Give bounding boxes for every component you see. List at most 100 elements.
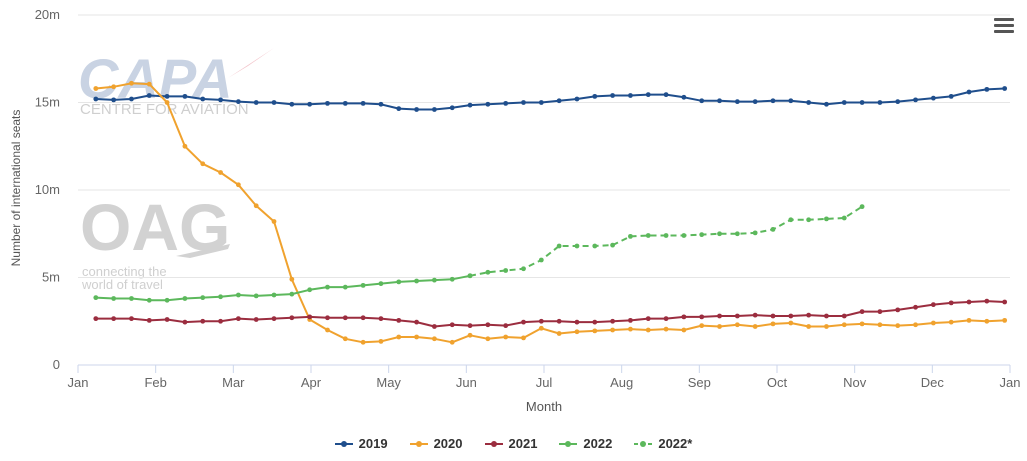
data-point-2021[interactable] [218,318,223,324]
data-point-2019[interactable] [913,97,918,103]
data-point-2020[interactable] [414,334,419,340]
data-point-2021[interactable] [93,316,99,322]
data-point-2021[interactable] [111,316,117,322]
data-point-2022[interactable] [218,294,223,300]
data-point-2020[interactable] [984,318,990,324]
data-point-2019[interactable] [271,100,277,105]
data-point-2022[interactable] [182,296,188,301]
data-point-2021[interactable] [182,319,188,325]
data-point-2020[interactable] [111,84,117,90]
data-point-2020[interactable] [432,336,437,342]
data-point-2019[interactable] [396,106,402,112]
data-point-2020[interactable] [610,327,616,333]
data-point-2019[interactable] [806,100,812,105]
data-point-2019[interactable] [824,101,829,107]
data-point-2021[interactable] [289,315,295,321]
data-point-2022[interactable] [360,282,366,288]
data-point-2019[interactable] [378,101,384,107]
data-point-2020[interactable] [164,100,170,105]
data-point-2019[interactable] [360,100,366,106]
data-point-2019[interactable] [485,101,491,107]
data-point-2021[interactable] [841,313,847,319]
data-point-2022[interactable] [289,291,295,297]
data-point-2020[interactable] [396,334,402,340]
data-point-2022-projected[interactable] [574,243,580,249]
data-point-2020[interactable] [645,327,651,333]
data-point-2022-projected[interactable] [788,217,794,223]
data-point-2020[interactable] [895,323,901,329]
data-point-2019[interactable] [200,96,206,102]
series-line-2019[interactable] [95,87,1005,111]
data-point-2022[interactable] [414,278,419,284]
legend-item-2021[interactable]: 2021 [484,436,537,451]
data-point-2019[interactable] [859,100,865,105]
data-point-2020[interactable] [360,339,366,345]
data-point-2022[interactable] [325,284,330,290]
data-point-2019[interactable] [574,96,580,102]
data-point-2022[interactable] [378,281,384,287]
data-point-2022-projected[interactable] [734,231,740,237]
data-point-2019[interactable] [610,93,616,98]
data-point-2022-projected[interactable] [503,268,509,273]
data-point-2021[interactable] [432,324,437,329]
data-point-2022[interactable] [235,292,241,298]
data-point-2019[interactable] [1002,86,1008,91]
data-point-2019[interactable] [307,101,313,107]
data-point-2021[interactable] [414,319,419,325]
data-point-2020[interactable] [503,334,509,340]
data-point-2020[interactable] [574,329,580,335]
data-point-2020[interactable] [146,81,152,87]
data-point-2019[interactable] [663,92,669,98]
data-point-2019[interactable] [592,93,598,99]
data-point-2021[interactable] [378,316,384,322]
data-point-2019[interactable] [129,96,134,102]
data-point-2021[interactable] [770,313,776,319]
data-point-2019[interactable] [289,101,295,107]
data-point-2022[interactable] [164,297,170,303]
data-point-2021[interactable] [752,312,758,318]
data-point-2021[interactable] [859,309,865,315]
data-point-2021[interactable] [360,315,366,321]
data-point-2019[interactable] [93,96,99,102]
data-point-2021[interactable] [717,313,722,319]
data-point-2022-projected[interactable] [592,243,598,249]
data-point-2021[interactable] [645,316,651,322]
data-point-2019[interactable] [895,99,901,105]
data-point-2020[interactable] [788,320,794,326]
data-point-2019[interactable] [111,97,117,103]
data-point-2021[interactable] [699,314,705,320]
data-point-2020[interactable] [467,332,473,338]
data-point-2021[interactable] [628,317,633,323]
data-point-2021[interactable] [200,318,206,324]
legend-item-2022-projected[interactable]: 2022* [634,436,692,451]
data-point-2020[interactable] [235,182,241,188]
data-point-2020[interactable] [1002,317,1008,323]
data-point-2019[interactable] [414,107,419,112]
legend-item-2022[interactable]: 2022 [559,436,612,451]
data-point-2021[interactable] [913,304,918,310]
data-point-2019[interactable] [538,100,544,105]
data-point-2021[interactable] [984,298,990,304]
data-point-2022-projected[interactable] [717,231,722,237]
data-point-2022[interactable] [307,287,313,293]
data-point-2019[interactable] [253,100,259,105]
data-point-2019[interactable] [432,107,437,112]
data-point-2019[interactable] [948,93,954,99]
data-point-2021[interactable] [556,318,562,324]
series-line-2022[interactable] [95,274,471,302]
data-point-2022-projected[interactable] [663,233,669,238]
data-point-2020[interactable] [628,326,633,332]
data-point-2020[interactable] [717,324,722,329]
data-point-2021[interactable] [396,317,402,323]
data-point-2019[interactable] [681,94,687,100]
data-point-2021[interactable] [610,318,616,324]
data-point-2020[interactable] [556,331,562,336]
data-point-2020[interactable] [289,276,295,282]
data-point-2022[interactable] [449,276,455,282]
data-point-2020[interactable] [200,161,206,167]
data-point-2019[interactable] [645,92,651,98]
data-point-2022[interactable] [253,293,259,299]
data-point-2022-projected[interactable] [628,233,633,239]
data-point-2019[interactable] [717,98,722,104]
data-point-2019[interactable] [521,100,526,105]
